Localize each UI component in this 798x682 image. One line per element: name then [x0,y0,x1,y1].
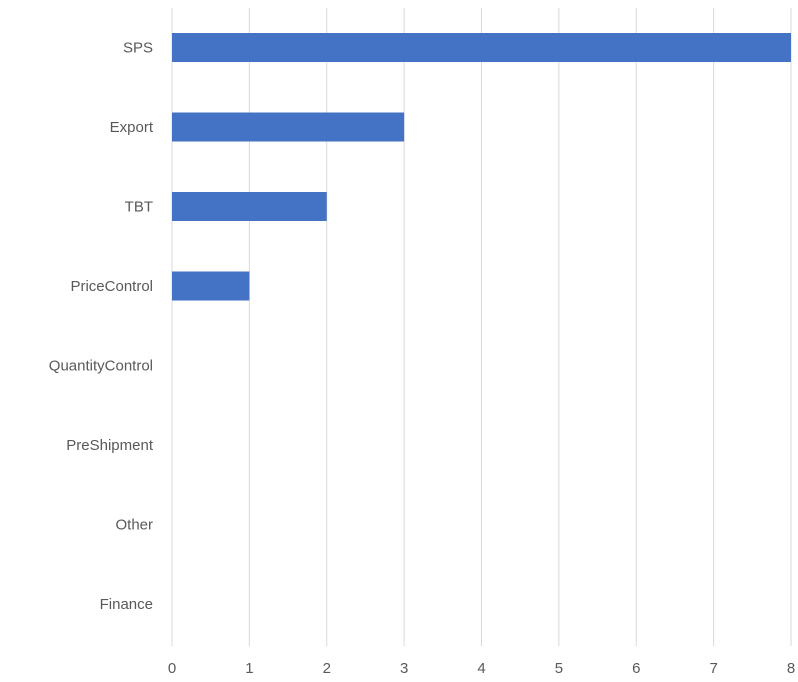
bars [172,33,791,301]
x-tick-label: 5 [555,660,563,677]
bar-tbt [172,192,327,221]
x-tick-label: 4 [477,660,485,677]
category-label: PreShipment [66,437,154,454]
x-axis-tick-labels: 0 1 2 3 4 5 6 7 8 [168,660,795,677]
bar-sps [172,33,791,62]
category-label: Other [115,517,153,534]
x-tick-label: 6 [632,660,640,677]
category-label: PriceControl [70,278,153,295]
bar-export [172,112,405,142]
gridlines [171,8,792,646]
category-labels: SPS Export TBT PriceControl QuantityControl P… [49,40,154,614]
category-label: SPS [123,40,153,57]
x-tick-label: 8 [787,660,795,677]
category-label: QuantityControl [49,358,153,375]
x-tick-label: 1 [245,660,253,677]
category-label: TBT [125,199,153,216]
bar-pricecontrol [172,271,250,301]
x-tick-label: 3 [400,660,408,677]
category-label: Export [110,119,154,136]
x-tick-label: 2 [323,660,331,677]
category-label: Finance [100,596,153,613]
x-tick-label: 7 [709,660,717,677]
x-tick-label: 0 [168,660,176,677]
